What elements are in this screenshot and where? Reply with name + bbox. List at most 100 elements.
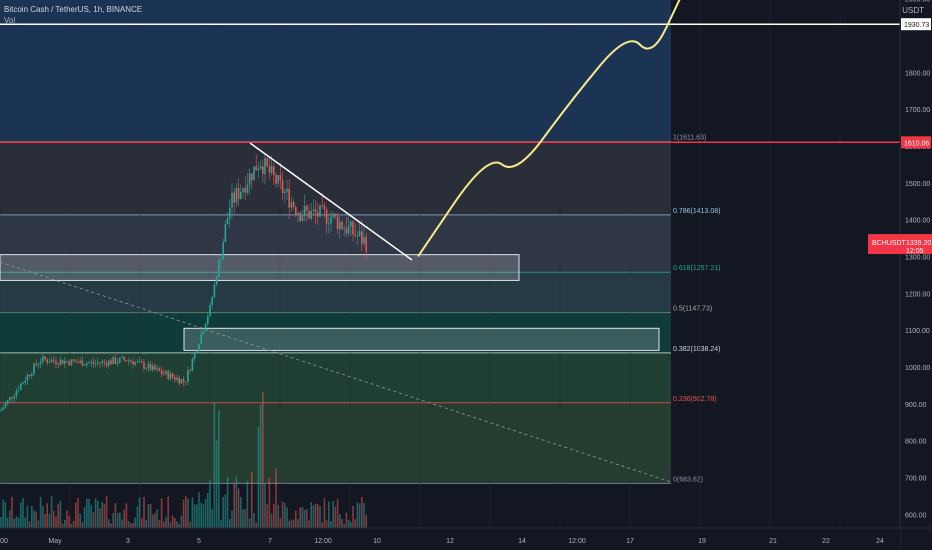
candle	[286, 188, 288, 192]
candle	[20, 383, 22, 390]
projection-path[interactable]	[417, 0, 681, 258]
price-axis-label: 1300.00	[905, 254, 930, 261]
volume-bar	[365, 514, 367, 528]
volume-bar	[347, 519, 350, 528]
volume-bar	[20, 502, 22, 528]
candle	[202, 330, 205, 334]
support-zone[interactable]	[0, 254, 520, 281]
candle	[306, 205, 308, 211]
candle	[330, 217, 332, 224]
symbol-title[interactable]: Bitcoin Cash / TetherUS, 1h, BINANCE	[4, 5, 143, 14]
volume-bar	[229, 518, 231, 528]
candle	[46, 359, 48, 363]
volume-bar	[178, 523, 180, 528]
volume-bar	[57, 504, 59, 528]
volume-bar	[103, 503, 106, 528]
volume-bar	[268, 477, 271, 528]
candle	[233, 192, 235, 203]
fib-level-label: 0.382(1038.24)	[673, 346, 720, 353]
candle	[50, 359, 53, 363]
candle	[182, 379, 185, 382]
volume-bar	[160, 498, 163, 528]
candle	[160, 370, 163, 374]
price-tag-1610	[901, 136, 931, 149]
volume-bar	[297, 519, 299, 528]
candle	[242, 188, 244, 193]
candle	[154, 365, 156, 370]
candle	[165, 371, 167, 374]
volume-indicator-label[interactable]: Vol	[4, 16, 16, 25]
candle	[231, 192, 233, 208]
candle	[169, 373, 172, 379]
volume-bar	[53, 510, 55, 528]
candle	[105, 362, 108, 366]
candle	[26, 375, 29, 381]
candle	[284, 191, 286, 193]
currency-label: USDT	[902, 6, 924, 15]
current-price-tag	[868, 234, 932, 255]
candle	[17, 389, 20, 391]
volume-bar	[235, 476, 238, 528]
volume-bar	[308, 520, 310, 528]
volume-bar	[231, 510, 233, 528]
volume-bar	[237, 488, 240, 528]
volume-bar	[86, 498, 88, 528]
volume-bar	[202, 504, 205, 528]
candle	[193, 352, 196, 359]
time-axis[interactable]	[0, 528, 900, 550]
volume-bar	[138, 497, 141, 528]
volume-bar	[132, 523, 134, 528]
volume-bar	[31, 505, 33, 528]
volume-bar	[66, 510, 68, 528]
time-axis-label: 14	[518, 538, 526, 545]
candle	[200, 333, 202, 345]
candle	[61, 359, 64, 364]
support-zone[interactable]	[183, 327, 660, 351]
volume-bar	[83, 507, 86, 528]
volume-bar	[22, 498, 24, 528]
candle	[240, 192, 242, 199]
volume-bar	[121, 519, 123, 528]
candle	[125, 360, 128, 362]
fib-band	[0, 402, 671, 484]
volume-bar	[108, 519, 110, 528]
volume-bar	[279, 518, 282, 528]
candle	[213, 284, 216, 297]
fib-level-label: 1(1611.63)	[673, 135, 706, 142]
candle	[325, 209, 328, 224]
price-axis[interactable]	[900, 0, 932, 550]
candle	[156, 368, 158, 370]
candle	[246, 184, 249, 193]
fib-level-label: 0(683.82)	[673, 476, 703, 483]
candle	[211, 296, 213, 305]
volume-bar	[281, 501, 284, 528]
candle	[53, 359, 55, 361]
candle	[147, 364, 150, 369]
volume-bar	[361, 496, 363, 528]
volume-bar	[270, 513, 273, 528]
candle	[149, 364, 152, 371]
time-axis-label: 21	[769, 538, 777, 545]
volume-bar	[116, 512, 119, 528]
candle	[275, 174, 277, 184]
price-axis-label: 1200.00	[905, 291, 930, 298]
volume-bar	[152, 514, 154, 528]
candle	[81, 360, 84, 366]
volume-bar	[310, 501, 312, 528]
volume-bar	[242, 509, 244, 528]
candle	[127, 360, 130, 362]
candle	[248, 173, 251, 185]
candle	[77, 362, 79, 363]
candle	[343, 228, 345, 230]
volume-bar	[33, 510, 35, 528]
candle	[354, 234, 356, 236]
descending-trendline[interactable]	[249, 142, 413, 261]
time-axis-label: 22	[822, 538, 830, 545]
volume-bar	[11, 496, 13, 528]
candle	[167, 371, 169, 379]
volume-bar	[358, 503, 361, 528]
dashed-trendline[interactable]	[0, 261, 672, 483]
candle	[303, 205, 306, 217]
